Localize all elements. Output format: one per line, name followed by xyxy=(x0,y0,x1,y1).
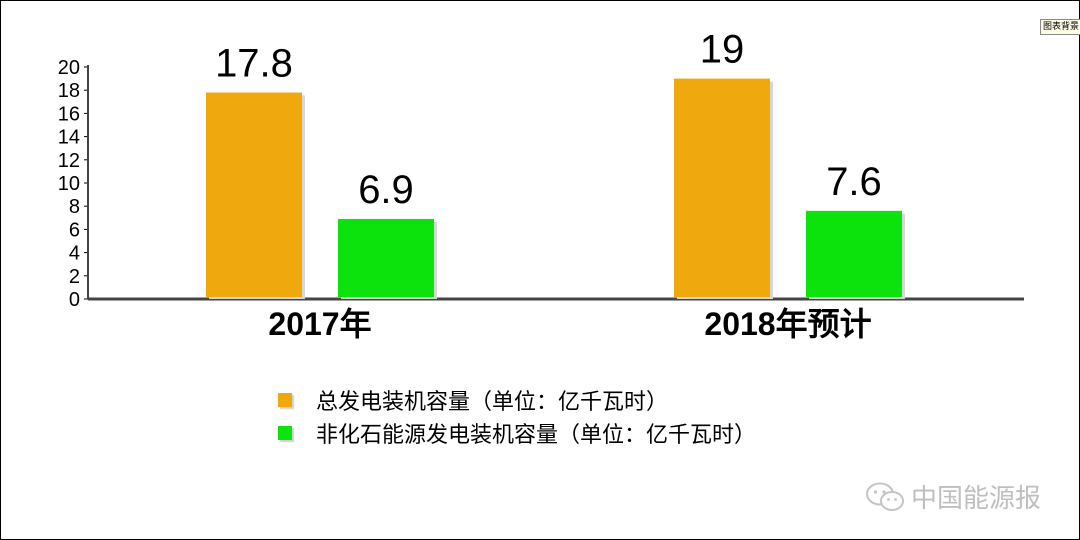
legend-item-total: 总发电装机容量（单位：亿千瓦时） xyxy=(278,383,756,416)
y-tick-label: 0 xyxy=(69,289,80,311)
watermark: 中国能源报 xyxy=(865,478,1041,515)
y-tick-label: 18 xyxy=(58,80,80,102)
y-tick-label: 6 xyxy=(69,219,80,241)
y-tick-label: 2 xyxy=(69,266,80,288)
bar xyxy=(806,210,902,297)
corner-tag: 图表背景 xyxy=(1040,19,1080,35)
y-tick-label: 20 xyxy=(58,57,80,79)
watermark-text: 中国能源报 xyxy=(911,484,1042,514)
y-tick-label: 12 xyxy=(58,150,80,172)
y-tick-label: 10 xyxy=(58,173,80,195)
wechat-icon xyxy=(866,482,904,511)
data-label: 17.8 xyxy=(215,42,293,86)
data-label: 6.9 xyxy=(358,168,414,212)
bar xyxy=(674,78,770,297)
legend-label-nonfossil: 非化石能源发电装机容量（单位：亿千瓦时） xyxy=(316,422,757,448)
legend-swatch-nonfossil xyxy=(278,425,292,440)
legend-item-nonfossil: 非化石能源发电装机容量（单位：亿千瓦时） xyxy=(278,416,756,449)
y-tick-label: 16 xyxy=(58,103,80,125)
x-tick-label: 2017年 xyxy=(268,306,371,342)
y-tick-label: 14 xyxy=(58,127,80,149)
legend: 总发电装机容量（单位：亿千瓦时） 非化石能源发电装机容量（单位：亿千瓦时） xyxy=(278,383,756,449)
data-label: 19 xyxy=(700,28,745,72)
y-tick-label: 4 xyxy=(69,243,80,265)
bar xyxy=(206,92,302,298)
legend-label-total: 总发电装机容量（单位：亿千瓦时） xyxy=(316,389,669,415)
data-label: 7.6 xyxy=(826,160,882,204)
y-tick-label: 8 xyxy=(69,196,80,218)
legend-swatch-total xyxy=(278,392,292,407)
bar xyxy=(338,218,434,297)
x-tick-label: 2018年预计 xyxy=(704,306,871,342)
